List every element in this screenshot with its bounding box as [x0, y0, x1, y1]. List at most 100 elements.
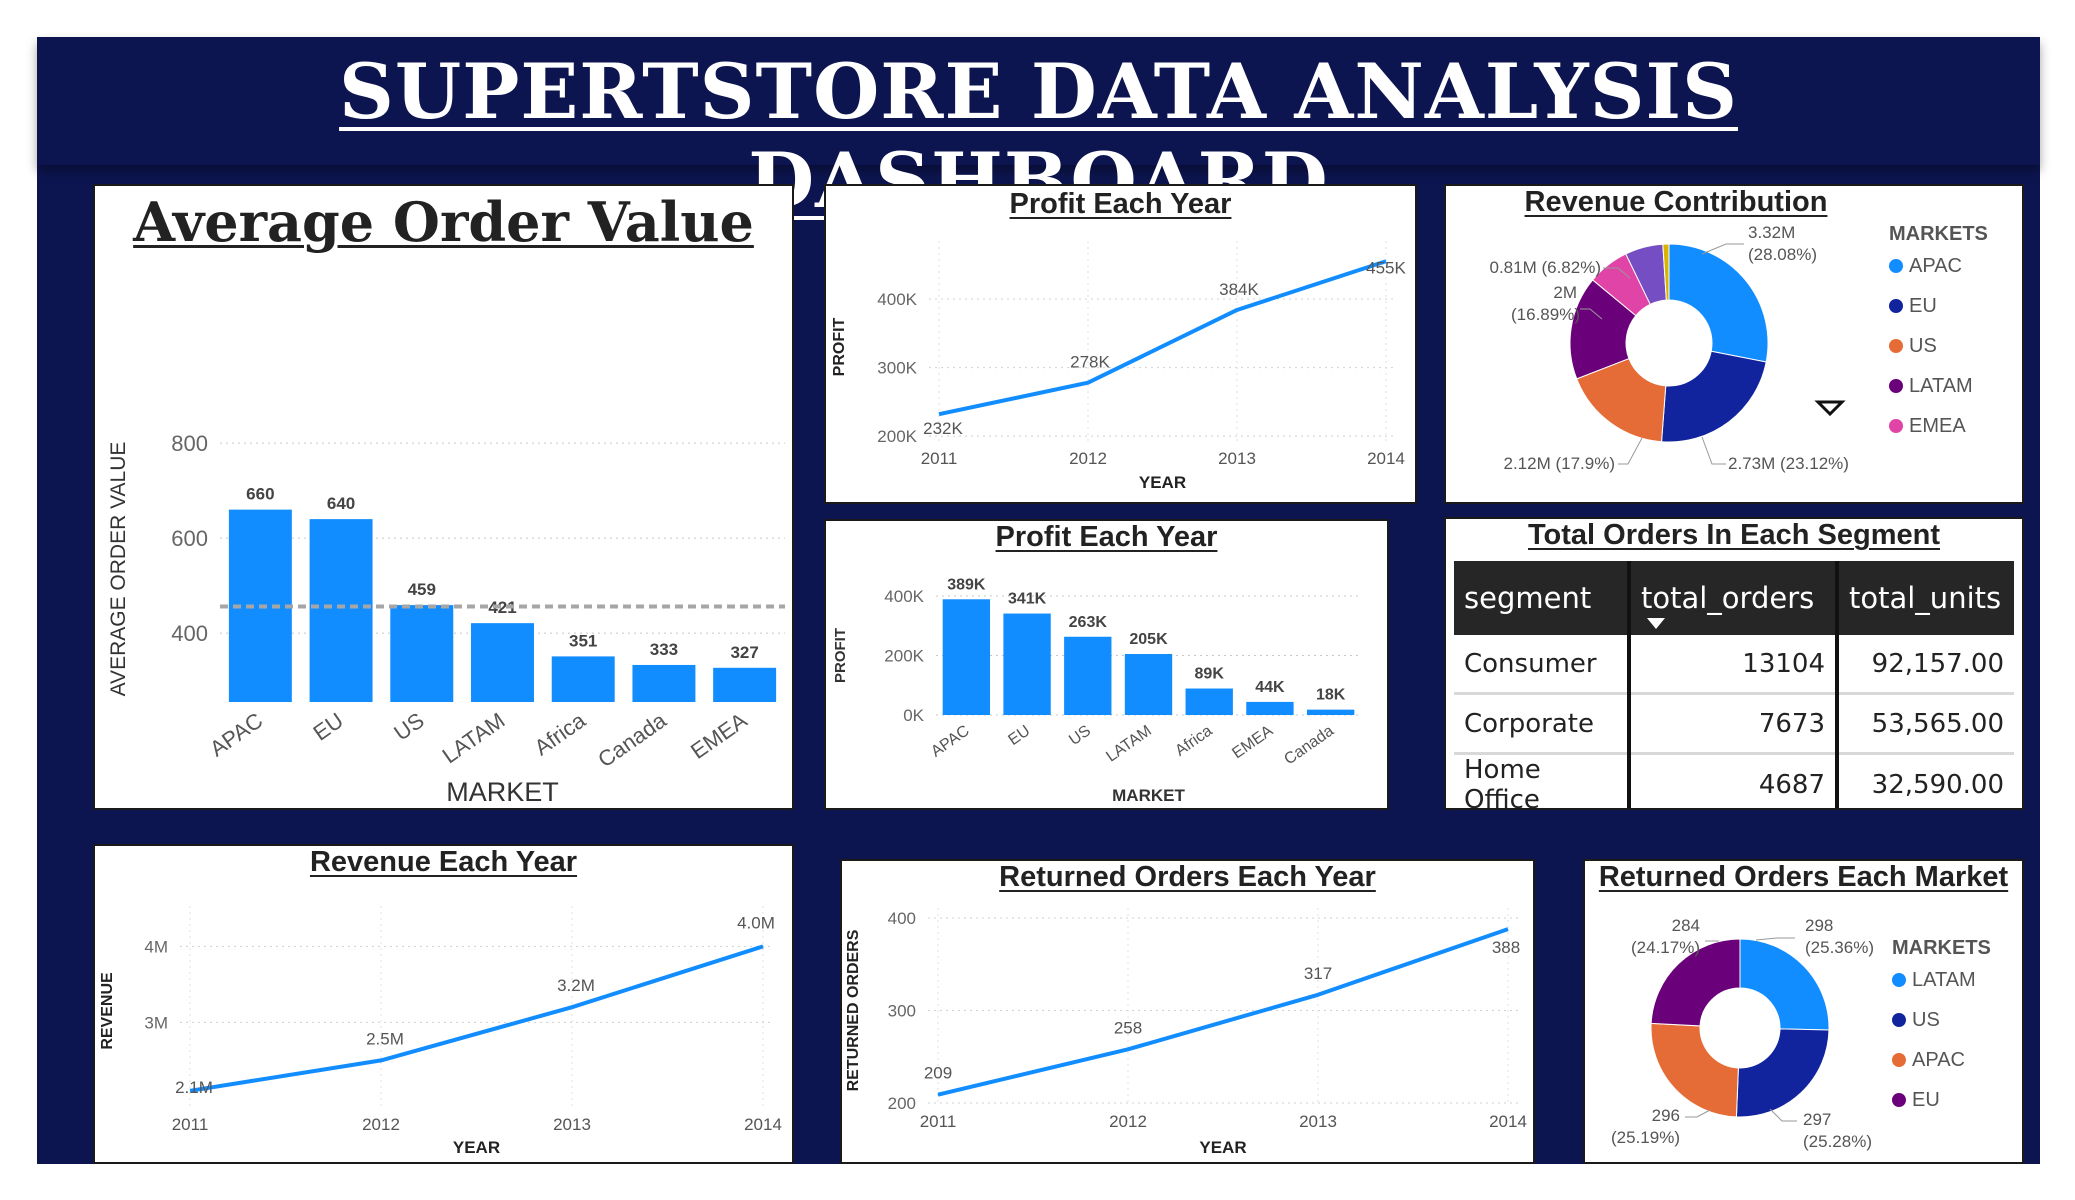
- table-row: Consumer 13104 92,157.00: [1454, 635, 2014, 695]
- returned-orders-market-panel[interactable]: Returned Orders Each Market 298 (25.36%) 2…: [1583, 859, 2024, 1164]
- revenue-contribution-panel[interactable]: Revenue Contribution 3.32M (28.08%) 2.73M …: [1444, 184, 2024, 504]
- panel-title: Profit Each Year: [995, 521, 1218, 553]
- y-tick-label: 800: [171, 431, 208, 456]
- bar: [1185, 688, 1233, 715]
- data-label: 18K: [1316, 687, 1346, 704]
- x-tick-label: 2012: [1069, 449, 1107, 468]
- bar: [390, 605, 454, 702]
- profit-each-year-panel[interactable]: Profit Each Year 400K 300K 200K 2011 2012 201…: [824, 184, 1417, 504]
- y-axis-label: REVENUE: [99, 972, 116, 1050]
- data-label: 209: [924, 1064, 952, 1083]
- x-tick-label: 2012: [362, 1115, 400, 1134]
- x-tick-label: 2014: [1367, 449, 1405, 468]
- x-tick-label: Africa: [530, 707, 591, 760]
- y-tick-label: 0K: [903, 706, 924, 725]
- dashboard-frame: SUPERTSTORE DATA ANALYSIS DASHBOARD Aver…: [37, 37, 2040, 1164]
- column-header-label: total_orders: [1641, 581, 1815, 615]
- profit-by-market-chart: 400K 200K 0K 389K APAC 341K EU 263K US 205K LATAM 8…: [832, 576, 1361, 805]
- leader-line: [1701, 243, 1744, 255]
- data-label: 258: [1114, 1018, 1142, 1037]
- revenue-contribution-chart: 3.32M (28.08%) 2.73M (23.12%) 2.12M (17.9%)…: [1490, 223, 1988, 473]
- series-line: [937, 927, 1509, 1097]
- data-label: 2.12M (17.9%): [1504, 454, 1616, 473]
- x-tick-label: APAC: [205, 708, 267, 762]
- x-tick-label: EU: [309, 708, 348, 746]
- revenue-each-year-panel[interactable]: Revenue Each Year 4M 3M 2011 2012 2013 2014 2.…: [93, 844, 794, 1164]
- returned-orders-year-panel[interactable]: Returned Orders Each Year 400 300 200 2011 2…: [840, 859, 1535, 1164]
- data-label: 89K: [1195, 666, 1225, 683]
- legend-marker: [1892, 1013, 1906, 1027]
- panel-title: Average Order Value: [133, 190, 754, 254]
- y-tick-label: 400: [888, 909, 916, 928]
- legend-label: LATAM: [1909, 375, 1973, 397]
- column-header-total-units[interactable]: total_units: [1837, 561, 2014, 635]
- column-header-segment[interactable]: segment: [1454, 561, 1631, 635]
- data-label: 459: [408, 580, 436, 599]
- segment-orders-panel[interactable]: Total Orders In Each Segment segment tot…: [1444, 517, 2024, 810]
- data-label: (25.36%): [1805, 938, 1874, 957]
- pie-slice: [1661, 350, 1767, 443]
- data-label: (25.28%): [1803, 1132, 1872, 1151]
- y-tick-label: 400K: [884, 587, 924, 606]
- bar: [632, 664, 696, 702]
- data-label: 278K: [1070, 353, 1110, 372]
- data-label: 232K: [923, 419, 963, 438]
- returned-orders-market-chart: 298 (25.36%) 297 (25.28%) 296 (25.19%) 284 (24.…: [1611, 916, 1991, 1151]
- table-cell: Consumer: [1454, 635, 1631, 695]
- table-row: Home Office 4687 32,590.00: [1454, 753, 2014, 808]
- table-cell: Home Office: [1454, 753, 1631, 808]
- y-tick-label: 400: [171, 621, 208, 646]
- leader-line: [1685, 1109, 1711, 1118]
- x-tick-label: US: [1066, 722, 1094, 749]
- y-tick-label: 400K: [877, 290, 917, 309]
- panel-title: Total Orders In Each Segment: [1527, 519, 1940, 551]
- table-cell: 13104: [1629, 635, 1839, 695]
- data-label: 296: [1652, 1106, 1680, 1125]
- table-cell: 92,157.00: [1837, 635, 2014, 695]
- bar: [942, 599, 991, 715]
- x-axis-label: YEAR: [1199, 1138, 1246, 1157]
- dashboard-title: SUPERTSTORE DATA ANALYSIS DASHBOARD: [339, 47, 1738, 225]
- data-label: 327: [730, 643, 758, 662]
- legend-label: US: [1909, 335, 1937, 357]
- y-tick-label: 200K: [884, 646, 924, 665]
- x-tick-label: EU: [1005, 722, 1033, 749]
- y-axis-label: AVERAGE ORDER VALUE: [107, 442, 130, 697]
- title-bar: SUPERTSTORE DATA ANALYSIS DASHBOARD: [37, 37, 2040, 225]
- x-axis-label: MARKET: [1112, 786, 1185, 805]
- data-label: 351: [569, 631, 597, 650]
- leader-line: [1580, 308, 1603, 320]
- data-label: 44K: [1255, 679, 1285, 696]
- profit-by-market-panel[interactable]: Profit Each Year 400K 200K 0K 389K APAC 341K E…: [824, 519, 1389, 810]
- x-tick-label: US: [389, 708, 428, 746]
- leader-line: [1618, 437, 1643, 465]
- data-label: 341K: [1008, 591, 1047, 608]
- y-tick-label: 4M: [144, 937, 168, 956]
- pie-slice: [1668, 243, 1769, 363]
- x-tick-label: Africa: [1172, 722, 1215, 759]
- x-tick-label: 2011: [921, 449, 958, 468]
- x-tick-label: Canada: [1281, 722, 1337, 768]
- y-tick-label: 300K: [877, 359, 917, 378]
- data-label: 3.2M: [557, 976, 595, 995]
- legend-marker: [1889, 379, 1903, 393]
- data-label: 660: [246, 485, 274, 504]
- pie-slice: [1739, 938, 1830, 1031]
- average-order-value-panel[interactable]: Average Order Value 800 600 400 660 APAC 640 E…: [93, 184, 794, 810]
- segment-table: segment total_orders total_units Consume…: [1454, 561, 2014, 808]
- x-tick-label: 2013: [1299, 1112, 1337, 1131]
- data-label: 384K: [1219, 280, 1259, 299]
- column-header-total-orders[interactable]: total_orders: [1629, 561, 1839, 635]
- table-row: Corporate 7673 53,565.00: [1454, 693, 2014, 755]
- y-tick-label: 200K: [877, 427, 917, 446]
- data-label: 4.0M: [737, 913, 775, 932]
- y-axis-label: RETURNED ORDERS: [845, 929, 862, 1091]
- legend-marker: [1889, 419, 1903, 433]
- panel-title: Returned Orders Each Year: [999, 861, 1376, 893]
- x-tick-label: EMEA: [1229, 722, 1276, 762]
- x-tick-label: 2012: [1109, 1112, 1147, 1131]
- data-label: 455K: [1366, 258, 1406, 277]
- table-cell: Corporate: [1454, 693, 1631, 755]
- data-label: 3.32M: [1748, 223, 1795, 242]
